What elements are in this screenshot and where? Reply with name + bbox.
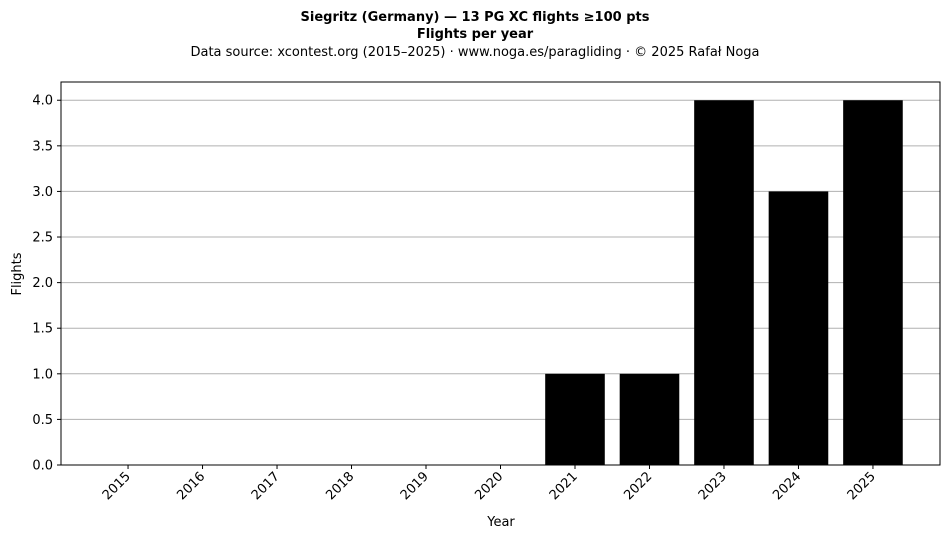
y-tick-label: 1.0 (32, 367, 53, 382)
x-tick-label: 2019 (398, 469, 432, 503)
x-tick-label: 2016 (174, 469, 208, 503)
x-tick-label: 2015 (100, 469, 134, 503)
x-tick-label: 2020 (472, 469, 506, 503)
y-tick-label: 3.0 (32, 185, 53, 200)
x-tick-label: 2021 (547, 469, 581, 503)
y-tick-label: 3.5 (32, 139, 53, 154)
chart-title: Siegritz (Germany) — 13 PG XC flights ≥1… (301, 10, 650, 25)
x-axis-label: Year (486, 515, 515, 530)
bars (545, 100, 903, 465)
x-tick-label: 2024 (770, 469, 804, 503)
bar-2025 (843, 100, 903, 465)
bar-2021 (545, 373, 605, 465)
y-tick-label: 2.5 (32, 231, 53, 246)
y-axis-ticks: 0.0 0.5 1.0 1.5 2.0 2.5 3.0 3.5 4.0 (32, 94, 61, 474)
y-axis-label: Flights (10, 252, 25, 295)
bar-2023 (694, 100, 754, 465)
chart-source-note: Data source: xcontest.org (2015–2025) · … (190, 45, 759, 60)
y-tick-label: 4.0 (32, 94, 53, 109)
bar-2024 (768, 191, 829, 465)
bar-2022 (619, 373, 680, 465)
x-axis-ticks: 2015 2016 2017 2018 2019 2020 2021 2022 2023 2024… (100, 465, 879, 503)
y-tick-label: 0.5 (32, 413, 53, 428)
x-tick-label: 2025 (845, 469, 879, 503)
gridlines (61, 99, 940, 420)
x-tick-label: 2022 (621, 469, 655, 503)
x-tick-label: 2017 (249, 469, 283, 503)
x-tick-label: 2018 (323, 469, 357, 503)
chart-subtitle: Flights per year (417, 27, 534, 42)
y-tick-label: 1.5 (32, 322, 53, 337)
y-tick-label: 2.0 (32, 276, 53, 291)
y-tick-label: 0.0 (32, 459, 53, 474)
x-tick-label: 2023 (696, 469, 730, 503)
